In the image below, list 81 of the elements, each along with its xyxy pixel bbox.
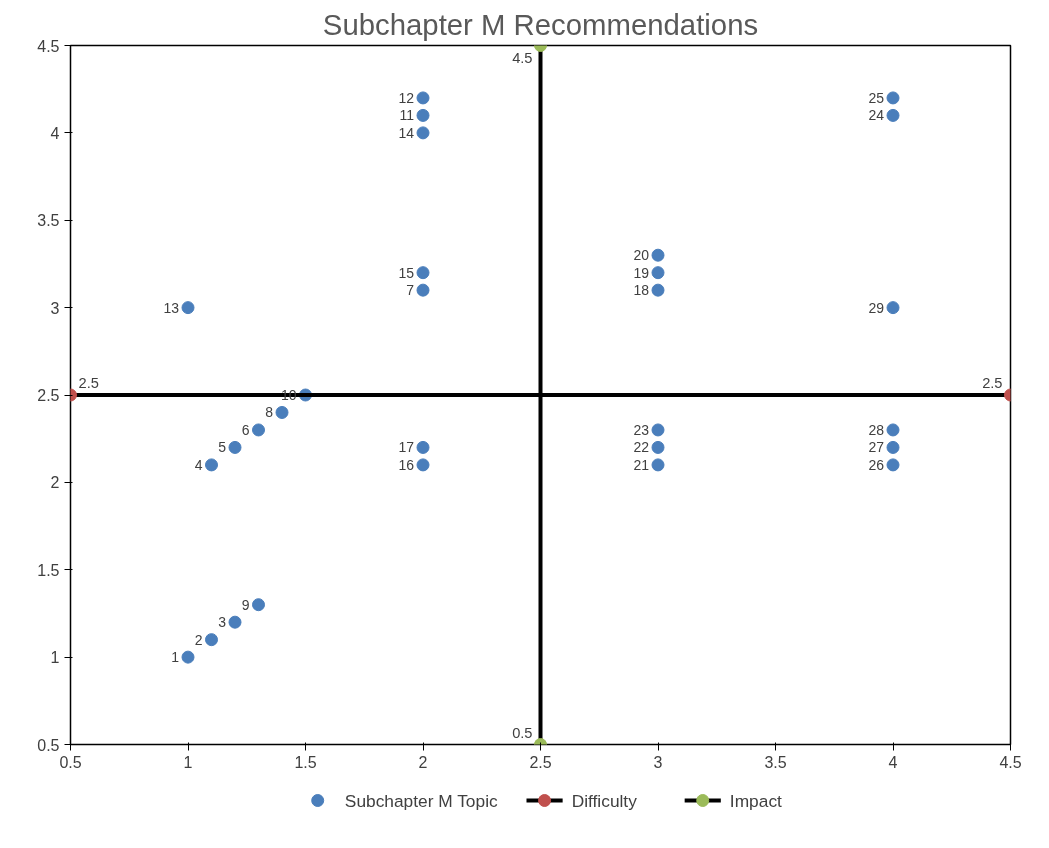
point [651, 458, 665, 472]
point [886, 301, 900, 315]
x-tick-label: 4 [888, 753, 898, 771]
annotation: 16 [398, 456, 415, 473]
point [886, 423, 900, 437]
point [205, 458, 218, 472]
annotation: 28 [868, 421, 885, 438]
annotation: 17 [398, 439, 415, 456]
point [416, 266, 430, 280]
point [416, 126, 430, 140]
point [205, 633, 218, 647]
y-tick-label: 1.5 [37, 561, 60, 579]
annotation: 6 [241, 421, 250, 438]
legend-label: Impact [729, 790, 783, 811]
point [228, 615, 242, 629]
point [252, 423, 265, 437]
point [651, 440, 665, 454]
annotation: 7 [406, 282, 415, 299]
point [651, 248, 665, 262]
point [275, 405, 289, 419]
annotation: 11 [399, 107, 415, 124]
annotation: 9 [241, 596, 250, 613]
y-tick-label: 2.5 [37, 387, 60, 404]
legend-label: Difficulty [571, 790, 638, 811]
annotation: 20 [633, 247, 650, 264]
x-tick-label: 4.5 [999, 753, 1022, 771]
x-tick-label: 1.5 [294, 753, 317, 771]
annotation: 8 [265, 404, 274, 421]
annotation: 2 [194, 631, 203, 648]
point [181, 301, 195, 315]
annotation: 23 [633, 421, 650, 438]
annotation: 14 [398, 124, 415, 141]
annotation: 27 [868, 439, 885, 456]
point [181, 650, 195, 664]
y-tick-label: 3.5 [37, 212, 60, 230]
annotation: 21 [633, 456, 650, 473]
point [416, 458, 430, 472]
y-tick-label: 2 [50, 474, 60, 492]
annotation: 18 [633, 282, 650, 299]
annotation: 5 [218, 439, 227, 456]
point [228, 440, 242, 454]
y-tick-label: 4 [50, 124, 60, 142]
data-label: 0.5 [512, 724, 533, 741]
point [886, 440, 900, 454]
x-tick-label: 2.5 [529, 753, 552, 771]
point [416, 108, 430, 122]
y-tick-label: 3 [50, 299, 60, 317]
x-tick-label: 2 [418, 753, 428, 771]
point [416, 440, 430, 454]
point [651, 423, 665, 437]
annotation: 4 [194, 456, 203, 473]
x-tick-label: 1 [183, 753, 193, 771]
point [416, 91, 430, 105]
data-label: 2.5 [982, 375, 1003, 391]
annotation: 13 [163, 299, 180, 316]
y-tick-label: 4.5 [37, 37, 60, 55]
annotation: 29 [868, 299, 885, 316]
legend-label: Subchapter M Topic [344, 790, 498, 811]
point [886, 108, 900, 122]
chart-title: Subchapter M Recommendations [322, 7, 759, 41]
annotation: 26 [868, 456, 885, 473]
data-label: 4.5 [512, 49, 533, 66]
y-tick-label: 0.5 [37, 736, 60, 754]
x-tick-label: 3 [653, 753, 663, 771]
annotation: 12 [398, 89, 415, 106]
point [886, 458, 900, 472]
point [651, 266, 665, 280]
annotation: 3 [218, 614, 227, 631]
point [252, 598, 265, 612]
data-label: 2.5 [78, 375, 99, 391]
point [416, 283, 430, 297]
annotation: 22 [633, 439, 650, 456]
y-tick-label: 1 [50, 649, 60, 667]
annotation: 15 [398, 264, 415, 281]
x-tick-label: 3.5 [764, 753, 787, 771]
annotation: 19 [633, 264, 650, 281]
annotation: 24 [868, 107, 885, 124]
point [651, 283, 665, 297]
annotation: 25 [868, 89, 885, 106]
annotation: 1 [171, 649, 180, 666]
point [886, 91, 900, 105]
